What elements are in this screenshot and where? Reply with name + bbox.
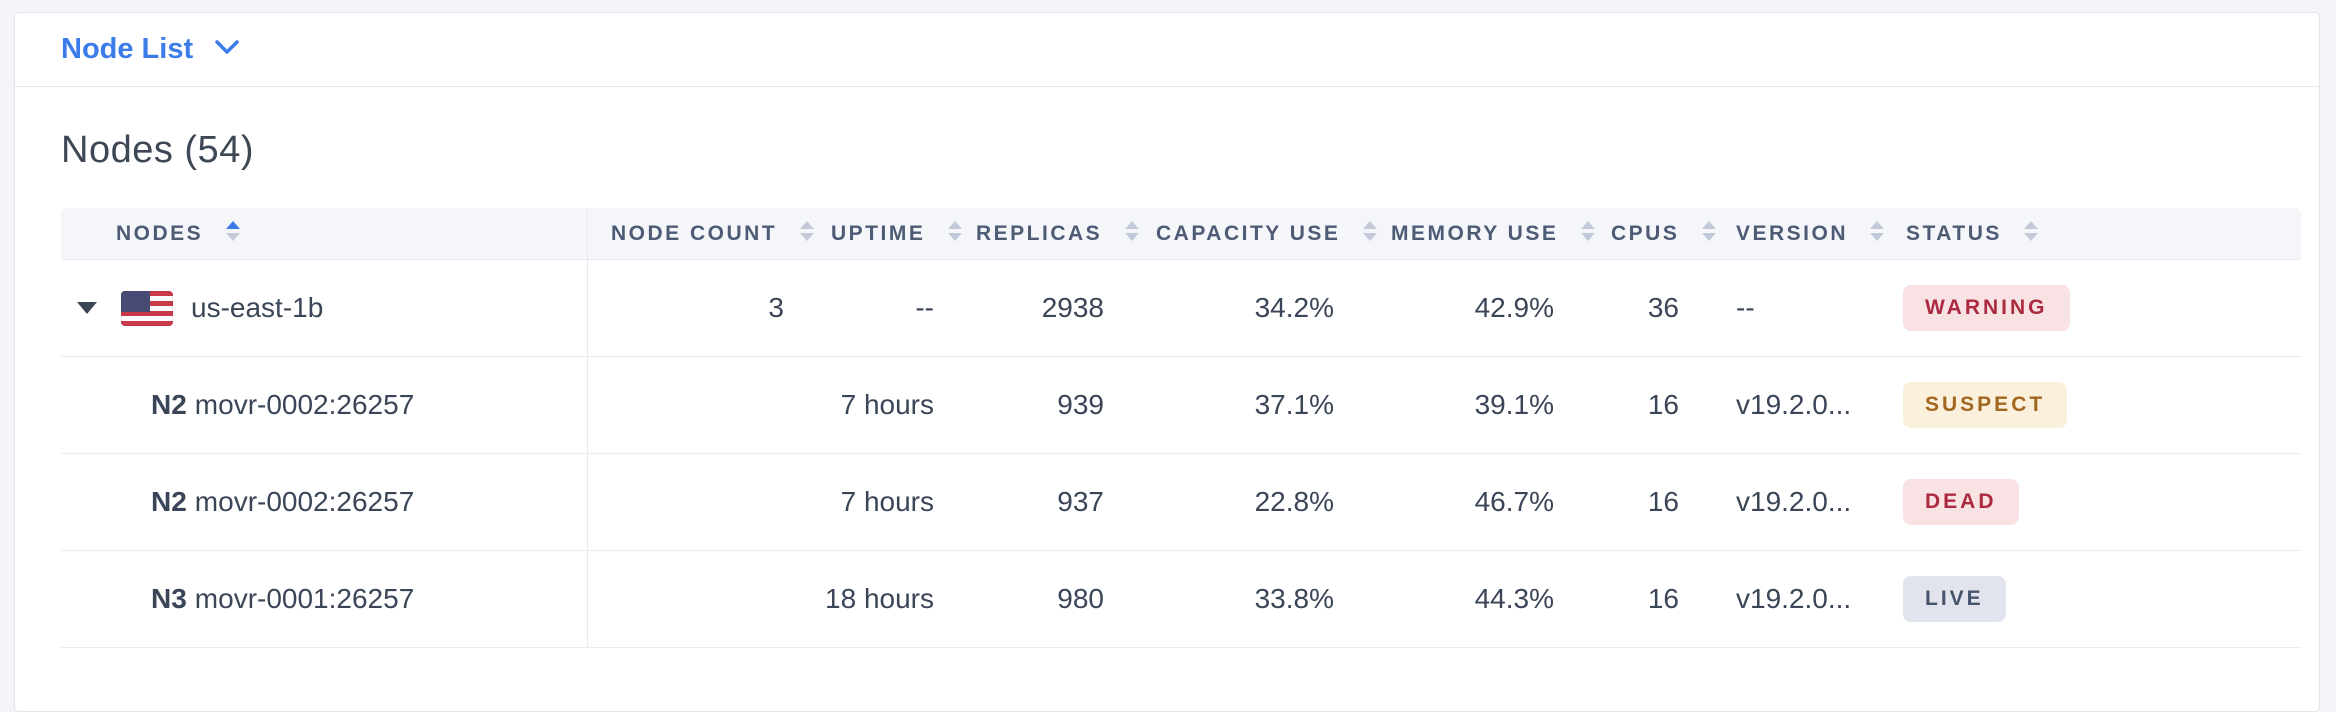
sort-icon: [1701, 220, 1716, 241]
collapse-caret-icon[interactable]: [77, 302, 97, 314]
node-cell: N3 movr-0001:26257: [61, 551, 588, 648]
view-selector-dropdown[interactable]: Node List: [61, 33, 239, 66]
column-header-replicas[interactable]: REPLICAS: [936, 208, 1139, 260]
node-address: movr-0002:26257: [194, 486, 415, 517]
cell-cpus: 16: [1556, 551, 1681, 648]
cell-replicas: 939: [936, 357, 1106, 454]
column-header-capacity-use[interactable]: CAPACITY USE: [1106, 208, 1377, 260]
status-badge: SUSPECT: [1903, 382, 2068, 428]
cell-capacity-use: 37.1%: [1106, 357, 1336, 454]
node-id: N3: [151, 583, 187, 614]
cell-memory-use: 44.3%: [1336, 551, 1556, 648]
cell-uptime: 18 hours: [786, 551, 936, 648]
sort-icon: [1870, 220, 1885, 241]
status-badge: DEAD: [1903, 479, 2019, 525]
cell-node-count: [588, 551, 786, 648]
node-list-card: Node List Nodes (54) NODES: [14, 12, 2320, 712]
chevron-down-icon: [215, 39, 239, 60]
node-address: movr-0001:26257: [194, 583, 415, 614]
cell-cpus: 16: [1556, 454, 1681, 551]
sort-icon: [2024, 220, 2039, 241]
status-badge: WARNING: [1903, 285, 2070, 331]
table-row-node[interactable]: N3 movr-0001:26257 18 hours 980 33.8% 44.…: [61, 551, 2301, 648]
cell-uptime: 7 hours: [786, 454, 936, 551]
cell-memory-use: 46.7%: [1336, 454, 1556, 551]
cell-uptime: --: [786, 260, 936, 357]
nodes-table: NODES NODE COUNT UPTIME REPLICAS: [61, 208, 2301, 648]
column-header-label: VERSION: [1736, 221, 1849, 245]
cell-cpus: 36: [1556, 260, 1681, 357]
cell-version: v19.2.0...: [1681, 357, 1861, 454]
table-row-node[interactable]: N2 movr-0002:26257 7 hours 939 37.1% 39.1…: [61, 357, 2301, 454]
column-header-label: REPLICAS: [976, 221, 1103, 245]
sort-icon: [1124, 220, 1139, 241]
view-selector-label: Node List: [61, 33, 194, 65]
cell-uptime: 7 hours: [786, 357, 936, 454]
region-name: us-east-1b: [191, 292, 324, 323]
sort-icon: [799, 220, 814, 241]
cell-capacity-use: 22.8%: [1106, 454, 1336, 551]
content-area: Nodes (54) NODES NODE COUNT: [15, 129, 2319, 648]
sort-icon: [947, 220, 962, 241]
page-title: Nodes (54): [61, 129, 254, 171]
cell-status: SUSPECT: [1861, 357, 2301, 454]
column-header-label: CPUS: [1611, 221, 1680, 245]
column-header-label: NODES: [116, 221, 204, 245]
region-cell: us-east-1b: [61, 260, 588, 357]
node-id: N2: [151, 389, 187, 420]
table-header-row: NODES NODE COUNT UPTIME REPLICAS: [61, 208, 2301, 260]
column-header-label: NODE COUNT: [611, 221, 778, 245]
cell-version: v19.2.0...: [1681, 551, 1861, 648]
cell-replicas: 980: [936, 551, 1106, 648]
cell-node-count: 3: [588, 260, 786, 357]
node-address: movr-0002:26257: [194, 389, 415, 420]
view-selector-bar: Node List: [15, 13, 2319, 87]
column-header-label: UPTIME: [831, 221, 926, 245]
node-cell: N2 movr-0002:26257: [61, 357, 588, 454]
column-header-label: STATUS: [1906, 221, 2002, 245]
cell-status: DEAD: [1861, 454, 2301, 551]
cell-replicas: 937: [936, 454, 1106, 551]
cell-capacity-use: 34.2%: [1106, 260, 1336, 357]
table-row-node[interactable]: N2 movr-0002:26257 7 hours 937 22.8% 46.7…: [61, 454, 2301, 551]
column-header-cpus[interactable]: CPUS: [1556, 208, 1716, 260]
us-flag-icon: [121, 290, 173, 326]
node-cell: N2 movr-0002:26257: [61, 454, 588, 551]
cell-memory-use: 42.9%: [1336, 260, 1556, 357]
cell-capacity-use: 33.8%: [1106, 551, 1336, 648]
cell-replicas: 2938: [936, 260, 1106, 357]
cell-version: --: [1681, 260, 1861, 357]
table-row-region[interactable]: us-east-1b 3 -- 2938 34.2% 42.9% 36 -- W…: [61, 260, 2301, 357]
node-id: N2: [151, 486, 187, 517]
cell-status: LIVE: [1861, 551, 2301, 648]
status-badge: LIVE: [1903, 576, 2006, 622]
cell-memory-use: 39.1%: [1336, 357, 1556, 454]
cell-node-count: [588, 454, 786, 551]
column-header-nodes[interactable]: NODES: [61, 208, 588, 260]
cell-version: v19.2.0...: [1681, 454, 1861, 551]
cell-node-count: [588, 357, 786, 454]
sort-icon: [225, 220, 240, 241]
column-header-label: MEMORY USE: [1391, 221, 1559, 245]
sort-icon: [1580, 220, 1595, 241]
cell-status: WARNING: [1861, 260, 2301, 357]
column-header-status[interactable]: STATUS: [1861, 208, 2301, 260]
column-header-label: CAPACITY USE: [1156, 221, 1341, 245]
sort-icon: [1362, 220, 1377, 241]
column-header-node-count[interactable]: NODE COUNT: [588, 208, 814, 260]
cell-cpus: 16: [1556, 357, 1681, 454]
